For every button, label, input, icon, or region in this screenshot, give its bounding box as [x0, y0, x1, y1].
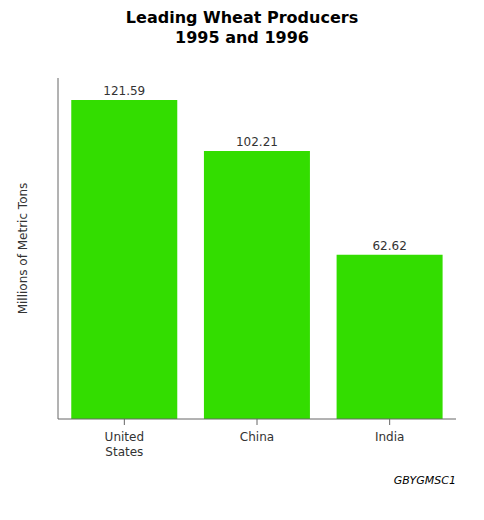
svg-text:China: China	[240, 430, 274, 444]
html-text:Leading Wheat Producers: Leading Wheat Producers	[125, 8, 359, 27]
svg-text:India: India	[375, 430, 404, 444]
svg-text:121.59: 121.59	[103, 84, 145, 98]
svg-text:102.21: 102.21	[236, 135, 278, 149]
svg-text:UnitedStates: UnitedStates	[105, 430, 144, 459]
html-text:GBYGMSC1: GBYGMSC1	[393, 474, 456, 487]
html-text:1995 and 1996: 1995 and 1996	[175, 28, 309, 47]
svg-text:Millions of Metric Tons: Millions of Metric Tons	[16, 183, 30, 315]
svg-text:62.62: 62.62	[372, 239, 406, 253]
